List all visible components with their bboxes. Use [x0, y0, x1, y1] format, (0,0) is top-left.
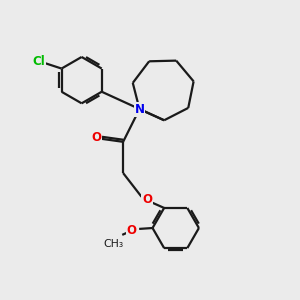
Text: O: O — [142, 193, 152, 206]
Text: O: O — [127, 224, 137, 237]
Text: Cl: Cl — [32, 55, 45, 68]
Text: CH₃: CH₃ — [104, 239, 124, 249]
Text: N: N — [134, 103, 145, 116]
Text: O: O — [92, 131, 101, 144]
